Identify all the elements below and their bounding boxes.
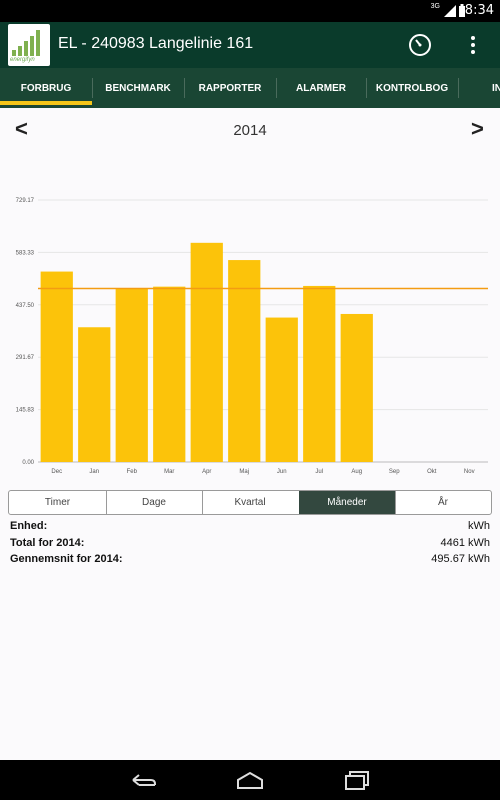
y-tick-label: 0.00 [22, 460, 34, 466]
next-year-button[interactable]: > [471, 116, 484, 141]
average-value: 495.67 kWh [431, 553, 490, 565]
year-navigation: 2014 < > [0, 116, 500, 146]
tab-benchmark[interactable]: BENCHMARK [105, 82, 171, 94]
gauge-icon[interactable] [408, 33, 432, 57]
x-tick-label: Nov [464, 469, 475, 475]
x-tick-label: Sep [389, 469, 400, 475]
tab-rapporter[interactable]: RAPPORTER [198, 82, 262, 94]
x-tick-label: Dec [51, 469, 62, 475]
consumption-bar-chart: 0.00 145.83 291.67 437.50 583.33 729.17 Dec Jan… [16, 198, 488, 475]
tab-forbrug[interactable]: FORBRUG [20, 82, 72, 94]
bar-jan [78, 327, 111, 462]
average-label: Gennemsnit for 2014: [10, 553, 123, 565]
segment-divider [106, 491, 107, 514]
previous-year-button[interactable]: < [15, 116, 28, 141]
y-tick-label: 437.50 [16, 303, 35, 309]
x-tick-label: Aug [351, 469, 362, 475]
segment-timer[interactable]: Timer [44, 497, 71, 508]
network-type: 3G [430, 3, 440, 10]
home-icon[interactable] [235, 768, 265, 792]
bar-maj [228, 260, 261, 462]
x-tick-label: Okt [427, 469, 437, 475]
recent-apps-icon[interactable] [342, 768, 372, 792]
y-tick-label: 145.83 [16, 408, 35, 414]
tab-bar: FORBRUG BENCHMARK RAPPORTER ALARMER KONT… [0, 68, 500, 108]
signal-battery-icon [444, 4, 465, 17]
bar-dec [40, 271, 73, 462]
bar-jun [265, 317, 298, 462]
x-tick-label: Maj [239, 469, 249, 475]
segment-divider [202, 491, 203, 514]
tab-alarmer[interactable]: ALARMER [296, 82, 346, 94]
clock: 8:34 [464, 3, 494, 18]
logo-bars-icon [12, 30, 40, 56]
segment-maneder[interactable]: Måneder [299, 491, 395, 514]
x-tick-label: Feb [127, 469, 138, 475]
tab-divider [92, 78, 93, 98]
tab-divider [184, 78, 185, 98]
segment-kvartal[interactable]: Kvartal [234, 497, 266, 508]
tab-divider [458, 78, 459, 98]
total-row: Total for 2014: 4461 kWh [10, 537, 490, 553]
tab-divider [366, 78, 367, 98]
y-tick-label: 583.33 [16, 250, 35, 256]
app-bar: energifyn EL - 240983 Langelinie 161 [0, 22, 500, 68]
y-tick-label: 729.17 [16, 198, 35, 204]
bar-mar [153, 286, 186, 462]
year-label: 2014 [233, 122, 267, 139]
overflow-menu-icon[interactable] [466, 33, 480, 57]
total-label: Total for 2014: [10, 537, 85, 549]
period-segmented-control: Timer Dage Kvartal Måneder År [8, 490, 492, 515]
status-bar: 3G 8:34 [0, 0, 500, 22]
x-tick-label: Apr [202, 469, 211, 475]
energifyn-logo: energifyn [8, 24, 50, 66]
x-tick-label: Jul [315, 469, 323, 475]
segment-ar[interactable]: År [438, 497, 448, 508]
app-title: EL - 240983 Langelinie 161 [58, 35, 254, 52]
active-tab-indicator [0, 101, 92, 105]
logo-text: energifyn [10, 57, 35, 63]
y-tick-label: 291.67 [16, 355, 35, 361]
back-icon[interactable] [129, 768, 159, 792]
bar-apr [190, 242, 223, 462]
bar-jul [303, 285, 336, 462]
unit-label: Enhed: [10, 520, 48, 532]
tab-divider [276, 78, 277, 98]
bar-feb [115, 288, 148, 462]
tab-kontrolbog[interactable]: KONTROLBOG [375, 82, 449, 94]
bar-aug [340, 313, 373, 462]
x-tick-label: Jan [89, 469, 99, 475]
segment-divider [395, 491, 396, 514]
unit-value: kWh [468, 520, 490, 532]
system-navigation-bar [0, 760, 500, 800]
tab-in[interactable]: IN [492, 82, 500, 94]
x-tick-label: Jun [277, 469, 287, 475]
unit-row: Enhed: kWh [10, 520, 490, 536]
x-tick-label: Mar [164, 469, 174, 475]
total-value: 4461 kWh [440, 537, 490, 549]
average-row: Gennemsnit for 2014: 495.67 kWh [10, 553, 490, 569]
segment-dage[interactable]: Dage [142, 497, 166, 508]
